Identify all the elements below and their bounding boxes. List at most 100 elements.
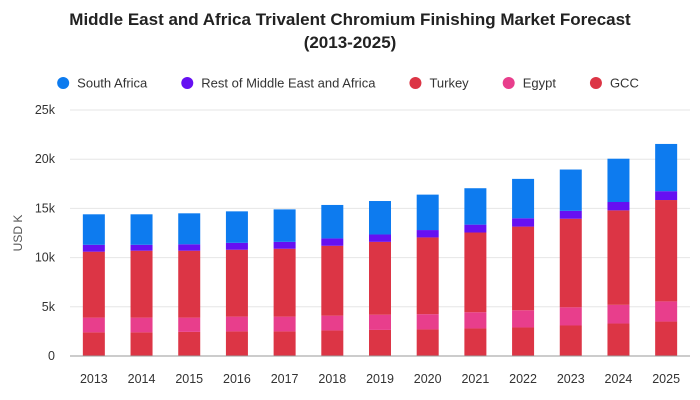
bar-south-africa-2017 — [273, 209, 296, 242]
bar-gcc-2017 — [273, 331, 296, 356]
bar-south-africa-2022 — [512, 178, 535, 219]
bar-south-africa-2013 — [82, 214, 105, 245]
bar-egypt-2014 — [130, 317, 153, 333]
bar-south-africa-2016 — [225, 211, 248, 243]
bar-rest-of-middle-east-and-africa-2016 — [225, 242, 248, 250]
bar-egypt-2019 — [369, 314, 391, 330]
bar-egypt-2015 — [178, 317, 201, 332]
x-tick-label: 2022 — [509, 372, 537, 386]
bar-gcc-2015 — [178, 331, 201, 356]
legend-item-egypt[interactable]: Egypt — [502, 76, 557, 91]
bar-turkey-2024 — [607, 210, 630, 305]
bar-rest-of-middle-east-and-africa-2024 — [607, 202, 630, 211]
bar-turkey-2014 — [130, 250, 153, 318]
legend-label: Rest of Middle East and Africa — [201, 76, 376, 91]
bar-turkey-2021 — [464, 232, 487, 313]
legend-item-gcc[interactable]: GCC — [589, 76, 639, 91]
bars — [82, 143, 678, 356]
x-tick-label: 2021 — [461, 372, 489, 386]
legend-item-turkey[interactable]: Turkey — [409, 76, 469, 91]
bar-south-africa-2021 — [464, 188, 487, 225]
bar-egypt-2016 — [225, 316, 248, 332]
bar-turkey-2023 — [559, 218, 582, 308]
chart-title-line-1: Middle East and Africa Trivalent Chromiu… — [69, 10, 631, 29]
x-tick-label: 2017 — [271, 372, 299, 386]
x-axis-ticks: 2013 2014 2015 2016 2017 2018 2019 2020 2021 2022… — [80, 372, 680, 386]
bar-gcc-2014 — [130, 332, 153, 356]
bar-turkey-2022 — [512, 226, 535, 311]
x-tick-label: 2016 — [223, 372, 251, 386]
legend-label: GCC — [610, 76, 639, 91]
bar-gcc-2022 — [512, 327, 535, 356]
bar-egypt-2022 — [512, 310, 535, 328]
bar-rest-of-middle-east-and-africa-2015 — [178, 244, 201, 251]
bar-egypt-2023 — [559, 307, 582, 326]
y-tick-label: 5k — [42, 300, 56, 314]
bar-turkey-2025 — [655, 200, 678, 302]
bar-egypt-2024 — [607, 304, 630, 324]
bar-rest-of-middle-east-and-africa-2018 — [321, 238, 344, 246]
x-tick-label: 2013 — [80, 372, 108, 386]
bar-gcc-2018 — [321, 330, 344, 356]
bar-rest-of-middle-east-and-africa-2013 — [82, 244, 105, 252]
x-tick-label: 2019 — [366, 372, 394, 386]
y-tick-label: 20k — [35, 152, 56, 166]
legend-marker-icon — [181, 77, 194, 89]
y-tick-label: 0 — [48, 349, 55, 363]
x-tick-label: 2020 — [414, 372, 442, 386]
bar-gcc-2019 — [369, 329, 391, 356]
legend-label: South Africa — [77, 76, 148, 91]
bar-turkey-2017 — [273, 248, 296, 317]
bar-egypt-2025 — [655, 301, 678, 322]
bar-south-africa-2020 — [416, 194, 439, 231]
legend-marker-icon — [409, 77, 422, 89]
bar-egypt-2020 — [416, 314, 439, 330]
y-axis-label: USD K — [11, 215, 25, 252]
chart-title-line-2: (2013-2025) — [304, 33, 397, 52]
bar-rest-of-middle-east-and-africa-2020 — [416, 230, 439, 238]
legend-marker-icon — [57, 77, 70, 89]
legend-item-south-africa[interactable]: South Africa — [57, 76, 148, 91]
bar-gcc-2024 — [607, 323, 630, 356]
bar-egypt-2018 — [321, 315, 344, 331]
legend-item-rest-of-middle-east-and-africa[interactable]: Rest of Middle East and Africa — [181, 76, 376, 91]
bar-south-africa-2025 — [655, 143, 678, 192]
bar-south-africa-2014 — [130, 214, 153, 245]
bar-turkey-2020 — [416, 237, 439, 315]
bar-turkey-2016 — [225, 249, 248, 317]
bar-gcc-2023 — [559, 325, 582, 356]
bar-south-africa-2023 — [559, 169, 582, 211]
bar-rest-of-middle-east-and-africa-2014 — [130, 244, 153, 251]
y-tick-label: 10k — [35, 251, 56, 265]
bar-gcc-2013 — [82, 332, 105, 356]
bar-turkey-2018 — [321, 245, 344, 316]
legend: South Africa Rest of Middle East and Afri… — [57, 76, 639, 91]
x-tick-label: 2025 — [652, 372, 680, 386]
bar-rest-of-middle-east-and-africa-2023 — [559, 210, 582, 219]
legend-marker-icon — [502, 77, 515, 89]
bar-rest-of-middle-east-and-africa-2017 — [273, 241, 296, 249]
legend-label: Turkey — [429, 76, 469, 91]
x-tick-label: 2015 — [175, 372, 203, 386]
bar-turkey-2013 — [82, 251, 105, 318]
bar-turkey-2019 — [369, 241, 391, 315]
bar-rest-of-middle-east-and-africa-2019 — [369, 234, 391, 242]
bar-turkey-2015 — [178, 250, 201, 318]
legend-marker-icon — [589, 77, 602, 89]
bar-gcc-2016 — [225, 331, 248, 356]
bar-gcc-2020 — [416, 329, 439, 356]
y-axis-ticks: 0 5k 10k 15k 20k 25k — [35, 103, 56, 363]
legend-label: Egypt — [523, 76, 557, 91]
bar-rest-of-middle-east-and-africa-2025 — [655, 191, 678, 201]
x-tick-label: 2014 — [128, 372, 156, 386]
x-tick-label: 2024 — [605, 372, 633, 386]
bar-south-africa-2019 — [369, 201, 391, 235]
bar-egypt-2021 — [464, 312, 487, 329]
bar-egypt-2013 — [82, 317, 105, 333]
bar-rest-of-middle-east-and-africa-2022 — [512, 218, 535, 227]
x-tick-label: 2018 — [318, 372, 346, 386]
bar-egypt-2017 — [273, 316, 296, 332]
bar-south-africa-2018 — [321, 204, 344, 239]
x-tick-label: 2023 — [557, 372, 585, 386]
